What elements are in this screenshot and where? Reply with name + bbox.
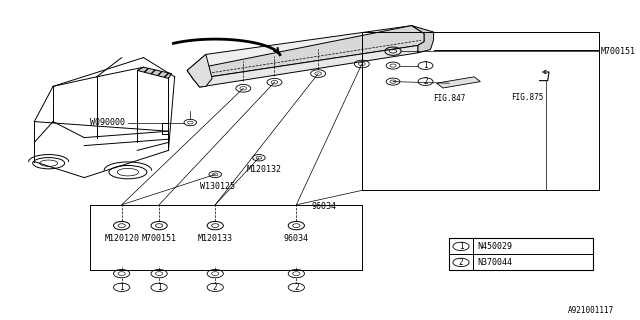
Text: 2: 2 <box>294 283 299 292</box>
Polygon shape <box>412 26 433 53</box>
Text: N450029: N450029 <box>478 242 513 251</box>
Text: W130125: W130125 <box>200 182 235 191</box>
Text: M120133: M120133 <box>198 234 233 243</box>
Polygon shape <box>137 67 172 78</box>
Text: 2: 2 <box>423 77 428 86</box>
Text: 96034: 96034 <box>284 234 309 243</box>
Polygon shape <box>187 26 424 79</box>
Text: N370044: N370044 <box>478 258 513 267</box>
Text: M120120: M120120 <box>104 234 139 243</box>
Text: 2: 2 <box>213 283 218 292</box>
Text: 2: 2 <box>459 258 463 267</box>
Text: 1: 1 <box>119 283 124 292</box>
Polygon shape <box>187 26 424 79</box>
Text: M120132: M120132 <box>246 165 282 174</box>
Polygon shape <box>193 45 418 87</box>
Text: M700151: M700151 <box>600 47 635 56</box>
Text: FIG.847: FIG.847 <box>433 94 466 103</box>
Text: 96034: 96034 <box>312 202 337 211</box>
Text: FIG.875: FIG.875 <box>511 93 544 102</box>
Polygon shape <box>436 77 481 88</box>
Bar <box>449 238 593 270</box>
Text: 1: 1 <box>459 242 463 251</box>
Text: 1: 1 <box>157 283 161 292</box>
Text: W090000: W090000 <box>90 118 125 127</box>
Text: 1: 1 <box>423 61 428 70</box>
Polygon shape <box>187 54 212 87</box>
Text: A921001117: A921001117 <box>568 306 614 315</box>
Text: M700151: M700151 <box>141 234 177 243</box>
